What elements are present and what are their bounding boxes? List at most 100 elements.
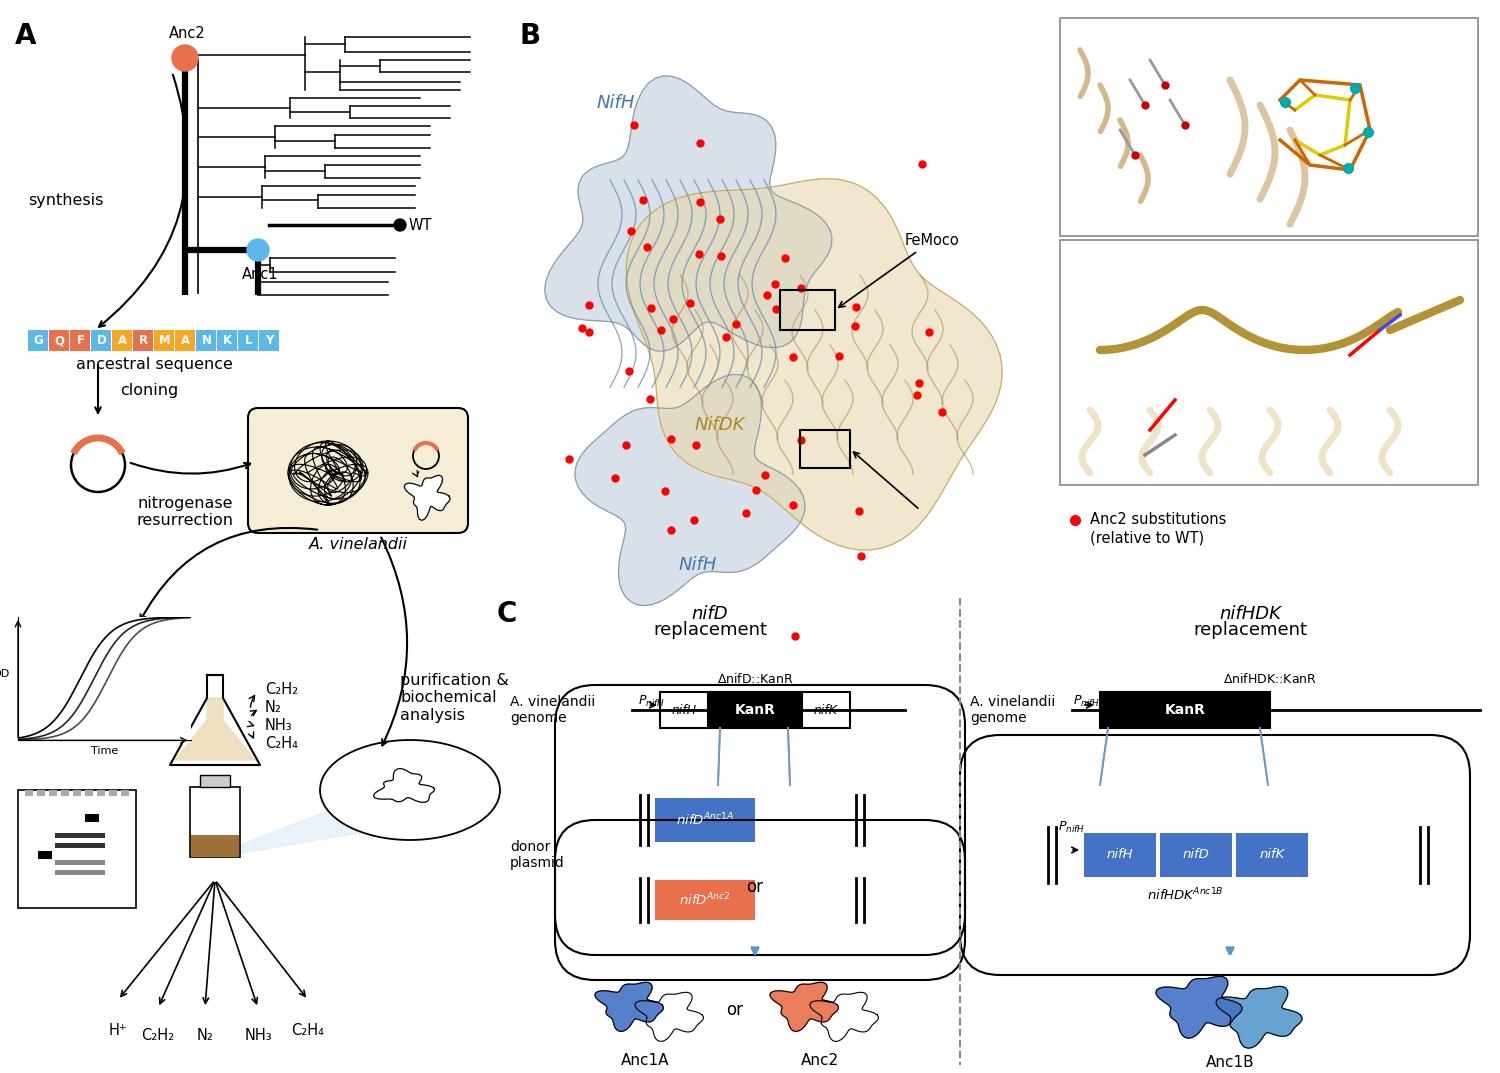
Bar — [1060, 240, 1478, 485]
Bar — [56, 833, 69, 838]
FancyBboxPatch shape — [656, 798, 754, 842]
Bar — [80, 833, 93, 838]
FancyBboxPatch shape — [1084, 833, 1156, 877]
Text: cloning: cloning — [120, 382, 178, 397]
Text: C₂H₄: C₂H₄ — [291, 1023, 324, 1038]
Polygon shape — [596, 982, 663, 1031]
Bar — [90, 843, 105, 848]
Bar — [38, 790, 45, 796]
Polygon shape — [634, 993, 704, 1042]
Bar — [134, 330, 153, 351]
Text: nifHDK$^{Anc1B}$: nifHDK$^{Anc1B}$ — [1146, 887, 1224, 903]
Bar — [110, 790, 117, 796]
Text: F429: F429 — [1090, 423, 1126, 438]
Text: replacement: replacement — [1192, 621, 1306, 640]
Text: H⁺: H⁺ — [108, 1023, 128, 1038]
Text: donor
plasmid: donor plasmid — [510, 840, 564, 870]
Bar — [122, 790, 129, 796]
Text: C₂H₄: C₂H₄ — [266, 736, 298, 751]
Bar — [50, 790, 57, 796]
Circle shape — [394, 219, 406, 231]
Polygon shape — [210, 810, 490, 857]
Bar — [56, 870, 69, 874]
Text: C₂H₂: C₂H₂ — [266, 682, 298, 697]
Bar — [80, 870, 93, 874]
FancyBboxPatch shape — [656, 880, 754, 920]
FancyBboxPatch shape — [1236, 833, 1308, 877]
Text: ancestral sequence: ancestral sequence — [75, 357, 232, 372]
Bar — [780, 290, 836, 330]
Bar — [80, 843, 93, 848]
Bar — [90, 859, 105, 865]
Polygon shape — [627, 179, 1002, 550]
Circle shape — [172, 45, 198, 71]
Text: FeMoco: FeMoco — [1174, 30, 1236, 45]
Text: Q: Q — [54, 334, 64, 347]
Text: A. vinelandii
genome: A. vinelandii genome — [510, 695, 596, 725]
Text: Y: Y — [1128, 423, 1137, 438]
Text: nifH: nifH — [1107, 849, 1134, 862]
Text: Anc2: Anc2 — [801, 1053, 838, 1068]
Text: nifD: nifD — [692, 605, 729, 623]
Bar — [70, 330, 90, 351]
Text: N₂: N₂ — [266, 701, 282, 716]
Text: synthesis: synthesis — [28, 192, 104, 207]
Text: FeMoco: FeMoco — [839, 233, 960, 307]
Y-axis label: OD: OD — [0, 668, 10, 679]
Bar — [68, 843, 81, 848]
Text: NifDK: NifDK — [694, 416, 746, 433]
Polygon shape — [1156, 976, 1242, 1039]
FancyBboxPatch shape — [1100, 692, 1270, 727]
Text: A: A — [182, 334, 190, 347]
Bar — [68, 859, 81, 865]
Text: nitrogenase
resurrection: nitrogenase resurrection — [136, 496, 234, 528]
Text: A: A — [15, 23, 36, 50]
Bar — [80, 859, 93, 865]
Bar — [90, 870, 105, 874]
Text: or: or — [726, 1001, 744, 1019]
Text: F: F — [76, 334, 84, 347]
Bar — [74, 790, 81, 796]
Bar — [217, 330, 237, 351]
Bar — [112, 330, 132, 351]
Bar — [56, 843, 69, 848]
Text: cellular
characterization: cellular characterization — [22, 638, 153, 671]
FancyBboxPatch shape — [660, 692, 708, 727]
Bar — [86, 814, 99, 822]
Circle shape — [248, 239, 268, 261]
Ellipse shape — [320, 740, 500, 840]
Text: KanR: KanR — [1164, 703, 1206, 717]
FancyBboxPatch shape — [802, 692, 850, 727]
Bar — [190, 835, 238, 857]
Text: nifD$^{Anc1A}$: nifD$^{Anc1A}$ — [676, 811, 734, 828]
Text: $P_{nifH}$: $P_{nifH}$ — [1058, 820, 1084, 835]
Text: R108: R108 — [1370, 290, 1408, 305]
Bar — [260, 330, 279, 351]
Text: or: or — [747, 878, 764, 896]
Text: K: K — [1408, 290, 1418, 305]
Text: KanR: KanR — [735, 703, 776, 717]
Text: NH₃: NH₃ — [244, 1028, 272, 1043]
Text: Anc1B: Anc1B — [1206, 1055, 1254, 1070]
Text: G: G — [33, 334, 44, 347]
Bar — [90, 833, 105, 838]
Polygon shape — [810, 993, 879, 1042]
Text: Anc1A: Anc1A — [621, 1053, 669, 1068]
Bar — [50, 330, 69, 351]
Bar — [238, 330, 258, 351]
Bar — [28, 330, 48, 351]
Polygon shape — [404, 475, 450, 520]
Text: NH₃: NH₃ — [266, 719, 292, 734]
FancyBboxPatch shape — [1160, 833, 1232, 877]
Text: V: V — [1372, 195, 1383, 210]
Bar — [176, 330, 195, 351]
Bar — [800, 430, 850, 468]
Bar — [154, 330, 174, 351]
Text: B: B — [520, 23, 542, 50]
Text: nifD$^{Anc2}$: nifD$^{Anc2}$ — [680, 892, 730, 909]
Bar — [38, 851, 51, 859]
Text: D: D — [96, 334, 106, 347]
Text: N₂: N₂ — [196, 1028, 213, 1043]
Text: Anc2 substitutions: Anc2 substitutions — [1090, 513, 1227, 528]
Bar — [62, 790, 69, 796]
